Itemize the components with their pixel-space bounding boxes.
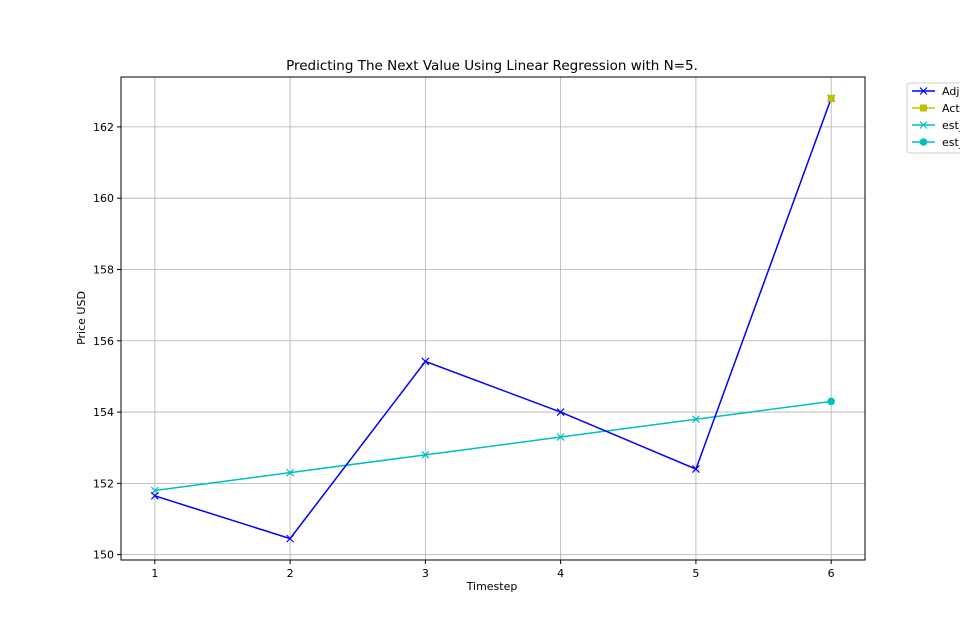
y-tick-label: 150 [93, 549, 114, 562]
data-point [286, 468, 295, 477]
y-tick-label: 160 [93, 192, 114, 205]
legend-marker [919, 87, 928, 95]
y-tick-label: 158 [93, 263, 114, 276]
grid [121, 77, 865, 560]
y-tick-label: 154 [93, 406, 114, 419]
x-tick-label: 5 [692, 567, 699, 580]
x-tick-label: 6 [828, 567, 835, 580]
y-tick-label: 152 [93, 477, 114, 490]
axis-ticks: 1 2 3 4 5 6 150 152 154 156 158 160 162 [93, 121, 835, 580]
series-0 [150, 94, 836, 543]
series-group [150, 94, 836, 543]
legend-marker [919, 138, 928, 146]
x-axis-label: Timestep [466, 580, 518, 593]
data-point [691, 465, 700, 474]
chart-title: Predicting The Next Value Using Linear R… [286, 58, 698, 74]
x-tick-label: 3 [422, 567, 429, 580]
y-tick-label: 156 [93, 335, 114, 348]
x-tick-label: 4 [557, 567, 564, 580]
legend-entry: Adj [912, 85, 959, 98]
legend: Adj Act est_ est_ [906, 82, 960, 154]
data-point [827, 94, 835, 102]
data-point [691, 415, 700, 424]
legend-label: Act [942, 102, 960, 115]
legend-label: est_ [942, 136, 960, 149]
legend-entry: Act [912, 102, 960, 115]
data-point [421, 450, 430, 459]
y-axis-label: Price USD [75, 291, 88, 345]
data-point [556, 408, 565, 416]
legend-label: est_ [942, 119, 960, 132]
legend-box [906, 82, 960, 154]
x-tick-label: 1 [151, 567, 158, 580]
series-line [695, 400, 832, 420]
legend-label: Adj [942, 85, 959, 98]
data-point [556, 433, 565, 441]
legend-marker [920, 104, 927, 112]
series-line [154, 98, 832, 540]
legend-entry: est_ [912, 136, 960, 149]
x-tick-label: 2 [287, 567, 294, 580]
y-tick-label: 162 [93, 121, 114, 134]
plot-area [120, 76, 866, 561]
data-point [827, 397, 835, 406]
series-1 [827, 94, 835, 102]
legend-marker [919, 121, 928, 129]
data-point [286, 534, 295, 543]
series-3 [695, 397, 835, 420]
legend-entry: est_ [912, 119, 960, 132]
data-point [421, 357, 430, 366]
data-point [150, 491, 159, 500]
